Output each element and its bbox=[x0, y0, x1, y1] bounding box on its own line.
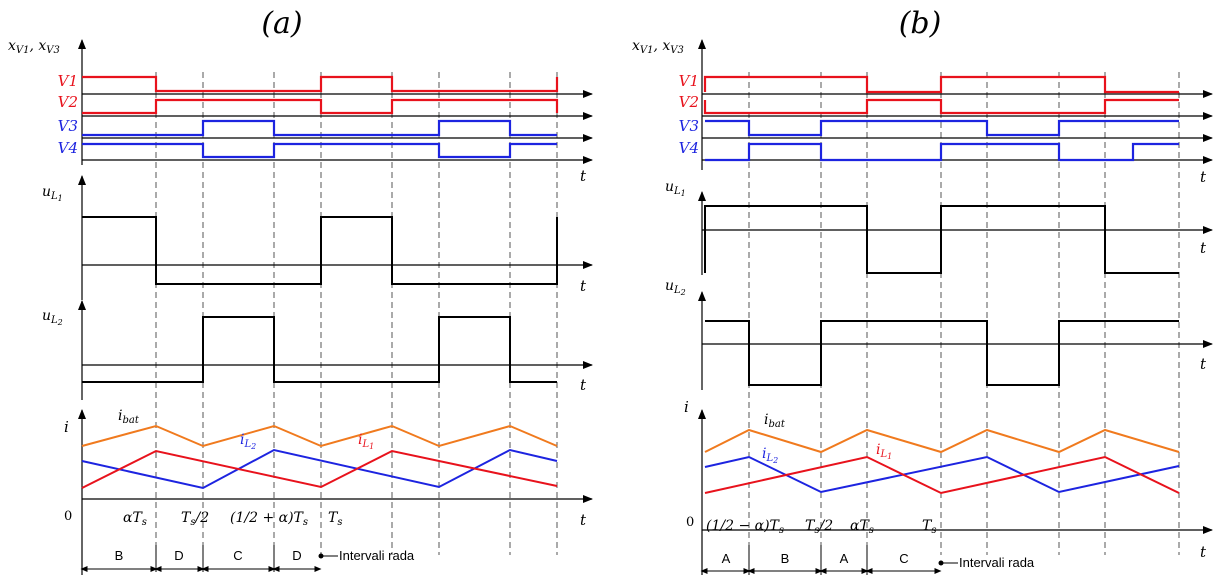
uL1-waveform-a bbox=[82, 216, 558, 285]
tick-half-minus-alpha-b: (1/2 − α)Ts bbox=[706, 518, 784, 536]
t-label-a-2: t bbox=[580, 277, 587, 295]
tick-Ts2-b: Ts/2 bbox=[805, 518, 833, 536]
origin-label-b: 0 bbox=[686, 515, 694, 530]
gate-signal-V3-a bbox=[82, 119, 557, 137]
uL2-ylabel-b: uL2 bbox=[665, 278, 686, 297]
gate-label-V1-b: V1 bbox=[679, 72, 699, 90]
tick-alphaTs-b: αTs bbox=[850, 518, 874, 536]
tick-Ts-b: Ts bbox=[922, 518, 936, 536]
switch-ylabel-a: xV1, xV3 bbox=[8, 38, 60, 56]
i-bat-waveform-b bbox=[704, 428, 1180, 454]
i-L2-label-a: iL2 bbox=[240, 432, 256, 451]
gate-signal-V4-a bbox=[82, 142, 557, 159]
gate-signal-V1-b bbox=[703, 75, 1179, 94]
switch-ylabel-b: xV1, xV3 bbox=[632, 38, 684, 56]
intervals-label-b: Intervali rada bbox=[959, 555, 1035, 570]
i-L2-waveform-a bbox=[81, 448, 558, 490]
tick-half-plus-alpha-a: (1/2 + α)Ts bbox=[230, 510, 308, 528]
uL2-waveform-a bbox=[82, 316, 557, 383]
t-label-b-4: t bbox=[1200, 543, 1207, 561]
i-bat-label-b: ibat bbox=[764, 412, 786, 430]
t-label-b-2: t bbox=[1200, 239, 1207, 257]
panel-b: (b) bbox=[632, 6, 1213, 575]
i-ylabel-a: i bbox=[64, 418, 69, 436]
tick-alphaTs-a: αTs bbox=[123, 510, 147, 528]
gate-label-V1-a: V1 bbox=[58, 72, 78, 90]
t-label-b-1: t bbox=[1200, 168, 1207, 186]
i-L1-label-a: iL1 bbox=[358, 432, 374, 451]
gate-label-V4-b: V4 bbox=[679, 139, 699, 157]
gate-signal-V4-b bbox=[705, 142, 1179, 162]
t-label-a-1: t bbox=[580, 167, 587, 185]
i-bat-label-a: ibat bbox=[118, 408, 140, 426]
i-ylabel-b: i bbox=[684, 398, 689, 416]
time-axes-b bbox=[702, 90, 1213, 534]
tick-Ts2-a: Ts/2 bbox=[181, 510, 209, 528]
panel-a-title: (a) bbox=[261, 6, 302, 41]
time-axes-a bbox=[82, 90, 593, 503]
uL1-ylabel-b: uL1 bbox=[665, 179, 686, 198]
panel-b-title: (b) bbox=[899, 6, 942, 41]
gate-label-V3-b: V3 bbox=[679, 117, 699, 135]
interval-A-b-1: A bbox=[722, 551, 731, 566]
i-L1-waveform-a bbox=[81, 449, 558, 489]
interval-A-b-2: A bbox=[840, 551, 849, 566]
origin-label-a: 0 bbox=[64, 509, 72, 524]
t-label-b-3: t bbox=[1200, 355, 1207, 373]
i-bat-waveform-a bbox=[81, 424, 558, 448]
t-label-a-4: t bbox=[580, 511, 587, 529]
i-L1-waveform-b bbox=[704, 455, 1180, 495]
i-L1-label-b: iL1 bbox=[876, 442, 892, 461]
interval-C-a: C bbox=[233, 548, 242, 563]
panel-a: (a) bbox=[8, 6, 593, 575]
tick-Ts-a: Ts bbox=[328, 510, 342, 528]
uL1-waveform-b bbox=[704, 205, 1179, 274]
gate-signal-V1-a bbox=[82, 75, 559, 93]
uL2-waveform-b bbox=[705, 320, 1179, 386]
i-L2-label-b: iL2 bbox=[762, 446, 778, 465]
interval-B-a: B bbox=[115, 548, 124, 563]
intervals-label-a: Intervali rada bbox=[339, 548, 415, 563]
interval-C-b: C bbox=[899, 551, 908, 566]
gate-label-V2-a: V2 bbox=[58, 93, 78, 111]
uL1-ylabel-a: uL1 bbox=[42, 184, 63, 203]
gate-label-V2-b: V2 bbox=[679, 93, 699, 111]
interval-D-a-2: D bbox=[292, 548, 301, 563]
gate-label-V4-a: V4 bbox=[58, 139, 78, 157]
interval-B-b: B bbox=[781, 551, 790, 566]
gate-signal-V2-a bbox=[82, 98, 559, 115]
interval-D-a-1: D bbox=[174, 548, 183, 563]
gate-signal-V3-b bbox=[705, 119, 1179, 137]
t-label-a-3: t bbox=[580, 376, 587, 394]
gate-signal-V2-b bbox=[703, 98, 1179, 115]
gate-label-V3-a: V3 bbox=[58, 117, 78, 135]
uL2-ylabel-a: uL2 bbox=[42, 308, 63, 327]
